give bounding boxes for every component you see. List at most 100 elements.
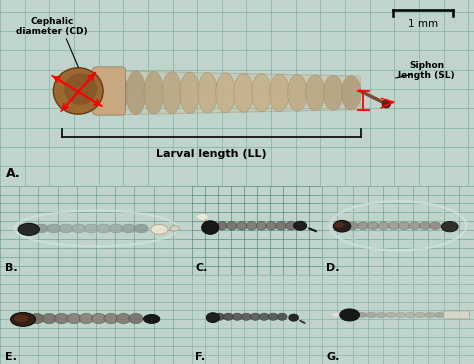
Ellipse shape (237, 222, 247, 230)
Ellipse shape (30, 313, 44, 324)
Text: Larval length (LL): Larval length (LL) (156, 149, 267, 159)
Ellipse shape (405, 312, 416, 318)
Ellipse shape (415, 312, 425, 318)
Ellipse shape (202, 221, 219, 234)
Ellipse shape (399, 222, 410, 230)
Ellipse shape (18, 223, 39, 236)
Ellipse shape (378, 222, 389, 230)
Ellipse shape (335, 222, 344, 228)
Ellipse shape (395, 312, 406, 318)
Ellipse shape (270, 74, 289, 111)
Ellipse shape (104, 313, 118, 324)
Text: 1 mm: 1 mm (408, 19, 438, 28)
Ellipse shape (162, 72, 182, 114)
Ellipse shape (198, 72, 218, 113)
Ellipse shape (223, 313, 233, 320)
Ellipse shape (42, 313, 56, 324)
Ellipse shape (356, 312, 367, 318)
Ellipse shape (286, 222, 296, 230)
Ellipse shape (214, 313, 224, 320)
Ellipse shape (337, 222, 348, 230)
Ellipse shape (305, 75, 325, 111)
Ellipse shape (340, 309, 359, 321)
Ellipse shape (376, 312, 386, 318)
Ellipse shape (55, 313, 69, 324)
Ellipse shape (347, 222, 358, 230)
Ellipse shape (79, 313, 93, 324)
Ellipse shape (252, 74, 271, 112)
Ellipse shape (425, 312, 435, 318)
Ellipse shape (180, 72, 200, 114)
Ellipse shape (388, 222, 400, 230)
Ellipse shape (232, 313, 242, 320)
Text: F.: F. (195, 352, 205, 363)
Text: Siphon
length (SL): Siphon length (SL) (398, 61, 455, 80)
Ellipse shape (22, 224, 36, 233)
Ellipse shape (97, 224, 111, 233)
Ellipse shape (128, 313, 143, 324)
Ellipse shape (67, 313, 81, 324)
Ellipse shape (266, 222, 277, 230)
Ellipse shape (207, 222, 218, 230)
Ellipse shape (10, 313, 36, 326)
Ellipse shape (276, 222, 286, 230)
Ellipse shape (53, 68, 103, 114)
Text: E.: E. (5, 352, 17, 363)
Ellipse shape (84, 224, 99, 233)
Text: B.: B. (5, 263, 18, 273)
Ellipse shape (323, 75, 343, 110)
Ellipse shape (367, 222, 379, 230)
Ellipse shape (144, 71, 164, 114)
Ellipse shape (357, 222, 369, 230)
Ellipse shape (144, 314, 160, 324)
Ellipse shape (434, 312, 445, 318)
Ellipse shape (217, 222, 228, 230)
FancyBboxPatch shape (92, 67, 126, 115)
FancyBboxPatch shape (444, 311, 469, 319)
Ellipse shape (46, 224, 61, 233)
Ellipse shape (109, 224, 123, 233)
Ellipse shape (287, 75, 307, 111)
Ellipse shape (72, 224, 86, 233)
Ellipse shape (429, 222, 441, 230)
Ellipse shape (121, 224, 136, 233)
Ellipse shape (234, 73, 254, 112)
Text: A.: A. (6, 167, 20, 180)
Ellipse shape (170, 226, 180, 231)
Ellipse shape (126, 71, 146, 115)
Ellipse shape (294, 221, 307, 230)
Ellipse shape (289, 314, 299, 321)
Ellipse shape (34, 224, 48, 233)
Text: C.: C. (195, 263, 208, 273)
Ellipse shape (441, 222, 458, 232)
Ellipse shape (227, 222, 237, 230)
Ellipse shape (134, 224, 148, 233)
Ellipse shape (14, 315, 28, 322)
Ellipse shape (216, 73, 236, 113)
Ellipse shape (366, 312, 376, 318)
Ellipse shape (419, 222, 430, 230)
Ellipse shape (108, 71, 128, 115)
Ellipse shape (331, 312, 341, 318)
Ellipse shape (246, 222, 257, 230)
Text: G.: G. (326, 352, 339, 363)
Polygon shape (102, 71, 360, 115)
Ellipse shape (256, 222, 267, 230)
Text: D.: D. (326, 263, 339, 273)
Ellipse shape (116, 313, 131, 324)
Ellipse shape (268, 313, 278, 320)
Ellipse shape (333, 221, 351, 232)
Ellipse shape (250, 313, 260, 320)
Ellipse shape (206, 313, 219, 323)
Ellipse shape (59, 224, 73, 233)
Ellipse shape (64, 73, 97, 105)
Ellipse shape (151, 225, 168, 234)
Ellipse shape (341, 76, 361, 110)
Ellipse shape (197, 214, 208, 220)
Ellipse shape (259, 313, 269, 320)
Ellipse shape (409, 222, 420, 230)
Ellipse shape (385, 312, 396, 318)
Ellipse shape (382, 100, 391, 108)
Ellipse shape (277, 313, 287, 320)
Text: Cephalic
diameter (CD): Cephalic diameter (CD) (16, 17, 88, 36)
